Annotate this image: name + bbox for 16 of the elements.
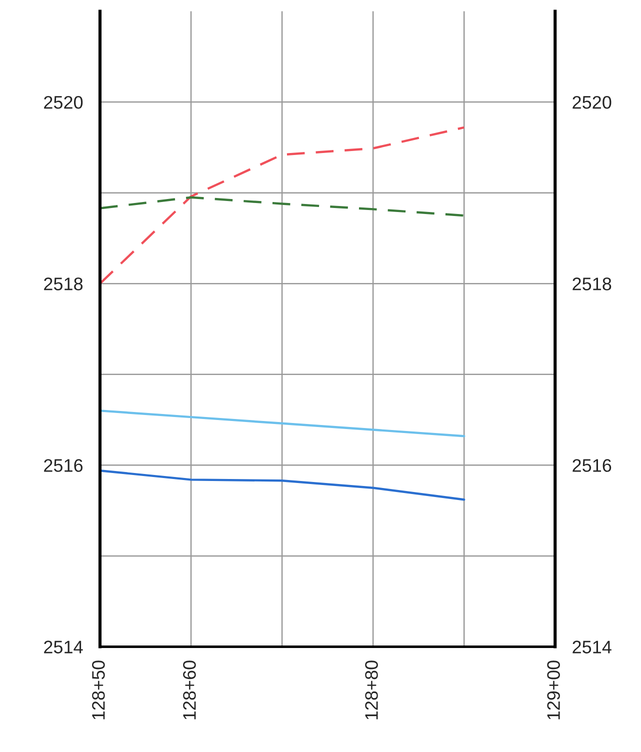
x-tick-label: 128+50 — [92, 660, 105, 720]
y2-tick-label: 2516 — [572, 459, 612, 472]
line-series — [100, 410, 466, 438]
line-series — [100, 126, 466, 285]
x-tick-label: 128+80 — [365, 660, 378, 720]
x-tick-label: 129+00 — [547, 660, 560, 720]
y2-tick-label: 2518 — [572, 278, 612, 290]
y2-tick-label: 2514 — [572, 640, 612, 654]
y-tick-label: 2514 — [44, 640, 83, 654]
line-series — [100, 470, 466, 501]
y2-tick-label: 2520 — [572, 96, 612, 109]
line-series — [100, 196, 466, 217]
y-tick-label: 2516 — [44, 459, 83, 472]
y-tick-label: 2520 — [44, 96, 83, 109]
x-tick-label: 128+60 — [183, 660, 196, 720]
y-tick-label: 2518 — [44, 278, 83, 290]
